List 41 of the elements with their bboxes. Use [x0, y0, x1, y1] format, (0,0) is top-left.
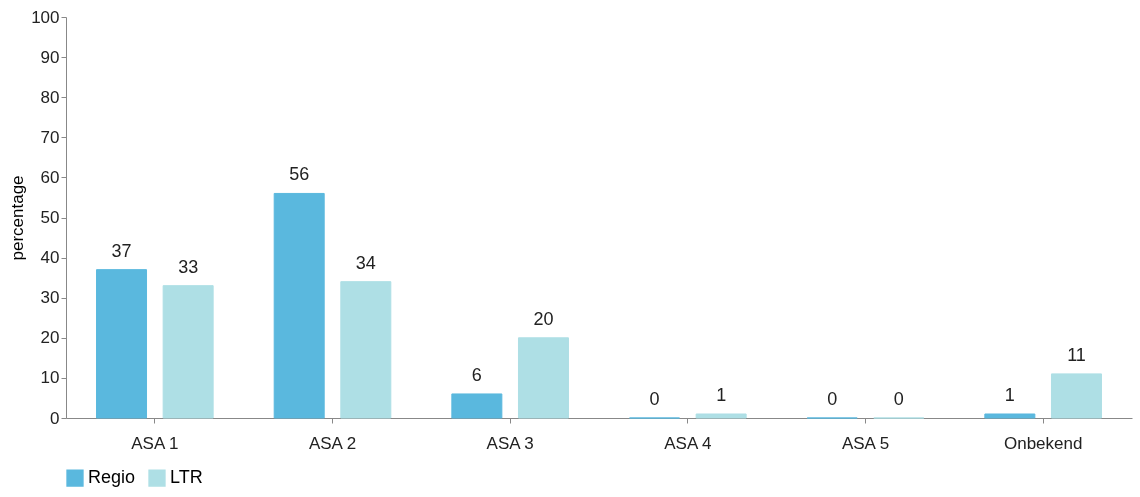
x-tick-label: ASA 4 — [664, 433, 712, 453]
bar — [517, 337, 569, 419]
data-label: 0 — [827, 389, 838, 409]
data-label: 11 — [1067, 344, 1086, 365]
bar — [340, 281, 392, 419]
y-tick-label: 80 — [40, 87, 60, 107]
y-tick-label: 20 — [40, 328, 60, 348]
data-label: 34 — [355, 252, 376, 273]
bar — [695, 413, 747, 419]
bar — [984, 413, 1036, 419]
data-label: 1 — [1004, 384, 1015, 405]
y-tick-label: 40 — [40, 248, 60, 268]
bar — [451, 393, 503, 419]
data-label: 37 — [111, 240, 132, 261]
bar — [273, 192, 325, 419]
y-tick-label: 50 — [40, 208, 60, 227]
data-label: 6 — [471, 364, 482, 385]
x-tick-label: ASA 3 — [486, 433, 534, 453]
x-tick-label: ASA 5 — [841, 433, 890, 453]
y-tick-label: 0 — [50, 408, 60, 428]
y-axis-title: percentage — [8, 175, 28, 261]
data-label: 0 — [893, 389, 904, 409]
x-tick-label: ASA 2 — [308, 433, 357, 453]
data-label: 56 — [289, 164, 310, 185]
x-tick-label: Onbekend — [1003, 433, 1083, 453]
bar — [162, 285, 214, 419]
bar — [96, 269, 148, 419]
data-label: 0 — [649, 389, 660, 409]
data-label: 20 — [533, 308, 554, 329]
y-tick-label: 30 — [40, 288, 60, 308]
y-tick-label: 100 — [31, 7, 60, 27]
legend-label: Regio — [88, 467, 136, 488]
legend-label: LTR — [170, 467, 203, 488]
data-label: 33 — [178, 256, 199, 277]
y-tick-label: 70 — [40, 127, 60, 147]
y-tick-label: 10 — [40, 368, 60, 388]
data-label: 1 — [716, 384, 727, 405]
bar — [1050, 373, 1102, 419]
x-tick-label: ASA 1 — [131, 433, 179, 453]
y-tick-label: 90 — [40, 47, 60, 67]
y-tick-label: 60 — [40, 167, 60, 187]
